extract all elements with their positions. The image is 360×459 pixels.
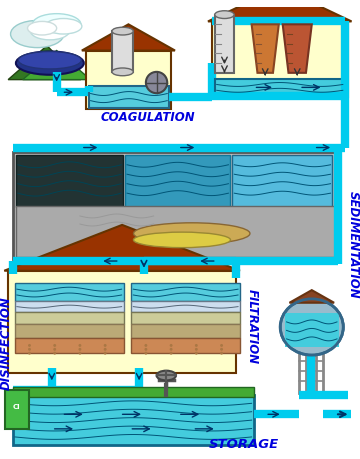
Ellipse shape bbox=[112, 27, 133, 35]
Bar bbox=[16, 155, 123, 207]
Circle shape bbox=[144, 344, 147, 347]
Ellipse shape bbox=[280, 299, 343, 355]
Circle shape bbox=[195, 348, 198, 351]
Bar bbox=[5, 390, 28, 429]
Text: FILTRATION: FILTRATION bbox=[246, 290, 259, 364]
Circle shape bbox=[104, 352, 107, 355]
Bar bbox=[8, 271, 236, 373]
Circle shape bbox=[78, 352, 81, 355]
Ellipse shape bbox=[112, 68, 133, 76]
Text: STORAGE: STORAGE bbox=[209, 438, 279, 451]
Polygon shape bbox=[252, 24, 279, 73]
Circle shape bbox=[220, 352, 223, 355]
Ellipse shape bbox=[215, 11, 234, 18]
Polygon shape bbox=[283, 24, 312, 73]
Circle shape bbox=[195, 352, 198, 355]
Circle shape bbox=[170, 344, 172, 347]
Bar bbox=[215, 15, 234, 73]
Ellipse shape bbox=[45, 18, 82, 34]
Ellipse shape bbox=[16, 51, 84, 75]
Circle shape bbox=[53, 348, 56, 351]
Bar bbox=[15, 313, 123, 324]
Text: DISINFECTION: DISINFECTION bbox=[0, 297, 13, 390]
Circle shape bbox=[104, 344, 107, 347]
Text: Cl: Cl bbox=[13, 404, 21, 410]
Bar bbox=[131, 283, 240, 301]
Bar bbox=[131, 301, 240, 313]
Circle shape bbox=[53, 344, 56, 347]
Bar bbox=[131, 338, 240, 353]
Polygon shape bbox=[208, 0, 352, 22]
Ellipse shape bbox=[157, 371, 176, 381]
Circle shape bbox=[144, 348, 147, 351]
Bar bbox=[232, 155, 332, 207]
Bar bbox=[13, 395, 253, 445]
Bar bbox=[215, 78, 345, 96]
Bar bbox=[15, 301, 123, 313]
Circle shape bbox=[53, 352, 56, 355]
Polygon shape bbox=[8, 45, 81, 79]
Bar bbox=[89, 86, 169, 108]
Bar bbox=[131, 313, 240, 324]
Text: SEDIMENTATION: SEDIMENTATION bbox=[347, 191, 360, 298]
Polygon shape bbox=[23, 50, 91, 79]
Bar bbox=[13, 152, 338, 259]
Circle shape bbox=[220, 348, 223, 351]
Circle shape bbox=[28, 344, 31, 347]
Circle shape bbox=[28, 352, 31, 355]
Ellipse shape bbox=[134, 232, 230, 248]
Circle shape bbox=[78, 344, 81, 347]
Circle shape bbox=[195, 344, 198, 347]
Circle shape bbox=[78, 348, 81, 351]
Circle shape bbox=[104, 348, 107, 351]
Circle shape bbox=[144, 352, 147, 355]
Bar bbox=[125, 155, 230, 207]
Bar bbox=[86, 50, 171, 109]
Bar bbox=[13, 387, 253, 397]
Ellipse shape bbox=[146, 72, 167, 93]
Bar bbox=[285, 313, 339, 347]
Circle shape bbox=[28, 348, 31, 351]
Circle shape bbox=[220, 344, 223, 347]
Circle shape bbox=[170, 352, 172, 355]
Circle shape bbox=[170, 348, 172, 351]
Bar bbox=[15, 283, 123, 301]
Bar bbox=[131, 324, 240, 338]
Bar bbox=[16, 206, 335, 257]
Bar bbox=[212, 22, 348, 97]
Bar bbox=[15, 338, 123, 353]
Ellipse shape bbox=[18, 51, 81, 69]
Polygon shape bbox=[4, 225, 240, 271]
Polygon shape bbox=[289, 290, 334, 303]
Ellipse shape bbox=[134, 223, 250, 244]
Ellipse shape bbox=[28, 22, 57, 35]
Ellipse shape bbox=[32, 14, 81, 35]
Bar bbox=[112, 31, 133, 72]
Ellipse shape bbox=[31, 22, 69, 40]
Polygon shape bbox=[82, 24, 175, 50]
Bar bbox=[15, 324, 123, 338]
Text: COAGULATION: COAGULATION bbox=[100, 112, 195, 124]
Ellipse shape bbox=[10, 21, 64, 48]
